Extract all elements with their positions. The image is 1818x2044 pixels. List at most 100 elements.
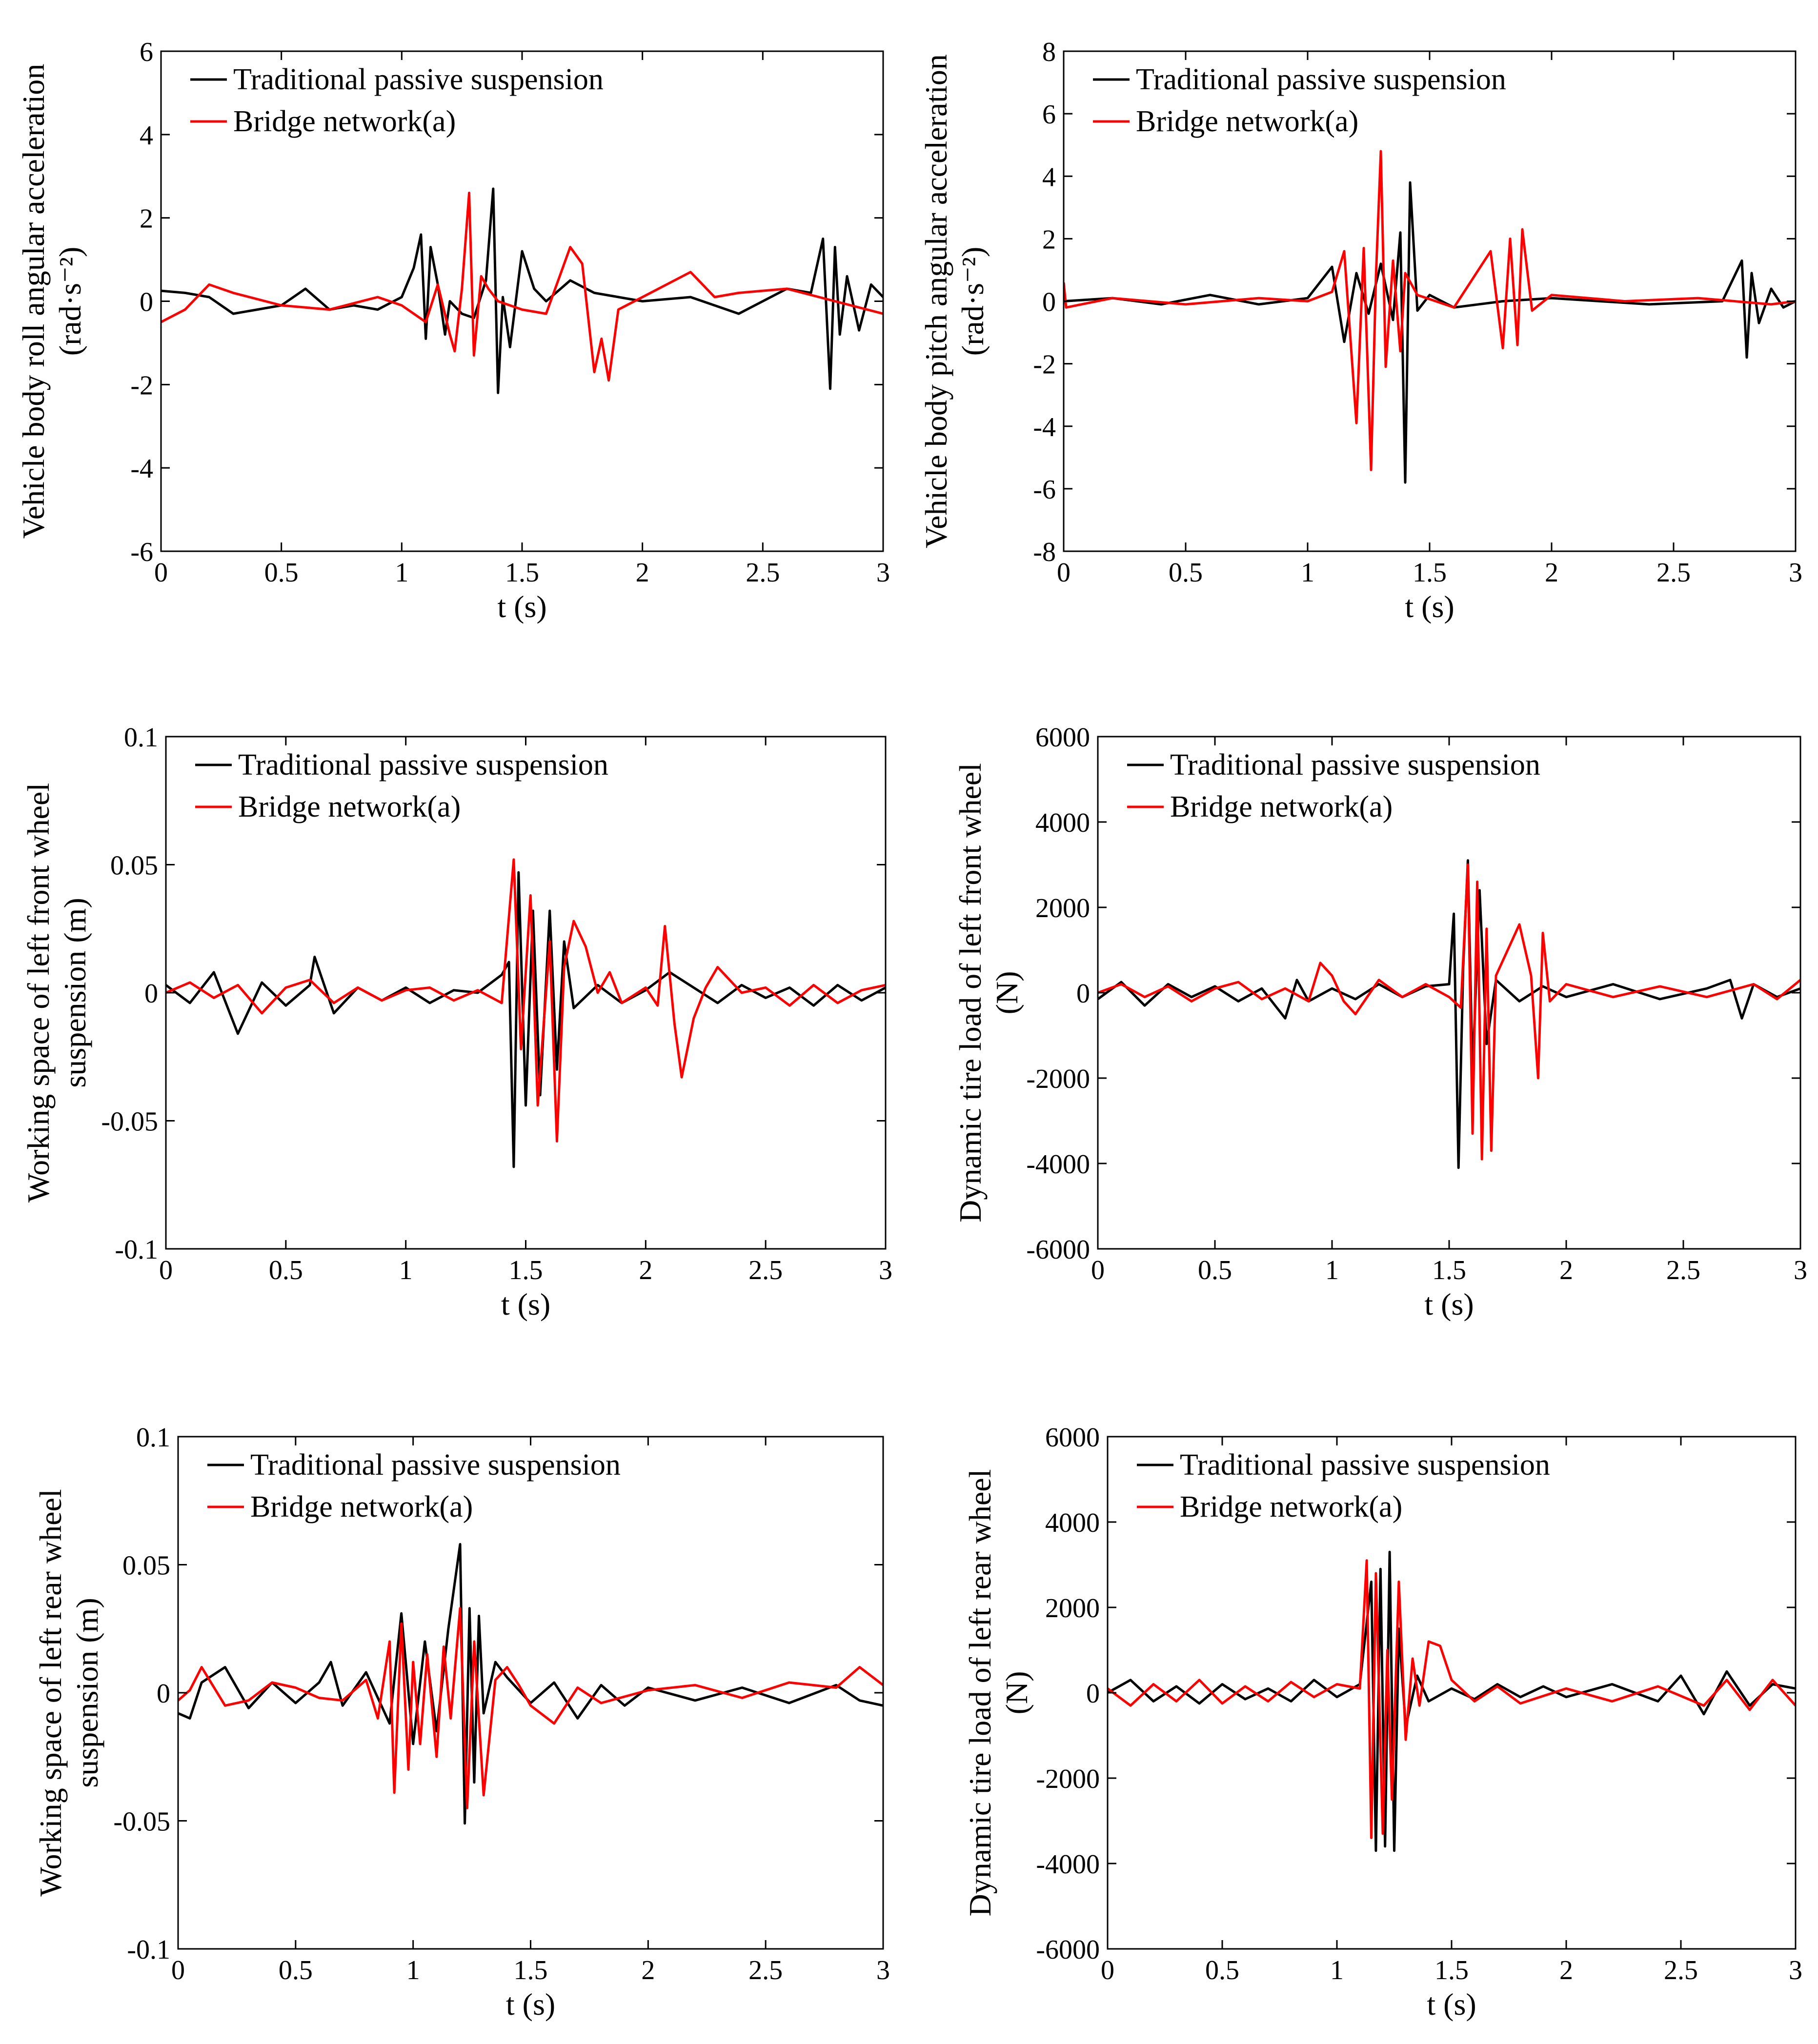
x-tick-label: 2: [636, 558, 649, 588]
y-tick-label: 0: [157, 1679, 170, 1709]
legend-label-traditional-passive: Traditional passive suspension: [250, 1448, 621, 1482]
legend-label-traditional-passive: Traditional passive suspension: [1136, 63, 1506, 96]
y-tick-label: -2: [1033, 350, 1056, 380]
y-tick-label: 0: [1042, 287, 1056, 318]
series-line-traditional-passive: [1064, 181, 1796, 484]
y-axis-label: suspension (m): [58, 898, 92, 1087]
x-tick-label: 2.5: [1656, 558, 1691, 588]
y-tick-label: 0: [1076, 979, 1090, 1009]
series-line-bridge-network: [1108, 1559, 1796, 1839]
y-tick-label: -4000: [1026, 1149, 1090, 1180]
x-tick-label: 1.5: [1432, 1255, 1466, 1285]
y-axis-label: (N): [999, 1671, 1034, 1715]
x-tick-label: 0: [154, 558, 168, 588]
y-axis-label: (rad·s⁻²): [955, 247, 990, 356]
x-tick-label: 2: [1559, 1255, 1573, 1285]
legend-label-traditional-passive: Traditional passive suspension: [1170, 748, 1540, 782]
y-axis-label: Working space of left rear wheel: [33, 1489, 68, 1896]
y-axis-label: Working space of left front wheel: [21, 783, 56, 1202]
x-tick-label: 3: [1794, 1255, 1807, 1285]
legend-label-traditional-passive: Traditional passive suspension: [1180, 1448, 1550, 1482]
legend-label-bridge-network: Bridge network(a): [233, 105, 456, 138]
y-tick-label: 6: [140, 37, 153, 67]
x-tick-label: 2: [1559, 1955, 1573, 1985]
x-tick-label: 0: [171, 1955, 185, 1985]
y-tick-label: 0.05: [122, 1551, 170, 1581]
x-axis-label: t (s): [1427, 1987, 1476, 2022]
x-tick-label: 3: [1789, 1955, 1802, 1985]
chart-panel: 0 0.5 1 1.5 2 2.5 3 -6000 -4000 -2000 0 2000 4000 600…: [953, 722, 1807, 1322]
y-tick-label: -6: [1033, 475, 1056, 505]
y-tick-label: -8: [1033, 537, 1056, 567]
chart-panel: 0 0.5 1 1.5 2 2.5 3 -6000 -4000 -2000 0 2000 4000 600…: [963, 1423, 1802, 2022]
chart-panel: 0 0.5 1 1.5 2 2.5 3 -0.1 -0.05 0 0.05 0.1 t (s) Worki…: [33, 1423, 890, 2022]
y-tick-label: -2000: [1026, 1064, 1090, 1094]
x-tick-label: 1: [399, 1255, 413, 1285]
y-tick-label: -4000: [1036, 1849, 1100, 1880]
x-axis-label: t (s): [497, 589, 546, 624]
x-tick-label: 1: [1325, 1255, 1339, 1285]
y-tick-label: -0.1: [115, 1235, 158, 1265]
x-tick-label: 0: [1101, 1955, 1114, 1985]
x-tick-label: 2: [641, 1955, 655, 1985]
x-tick-label: 1.5: [1413, 558, 1447, 588]
y-axis-label: Vehicle body pitch angular acceleration: [919, 54, 953, 548]
x-axis-label: t (s): [501, 1287, 550, 1322]
x-axis-label: t (s): [1424, 1287, 1474, 1322]
y-tick-label: -0.05: [113, 1807, 170, 1837]
x-tick-label: 0.5: [279, 1955, 313, 1985]
x-tick-label: 2: [1545, 558, 1558, 588]
y-tick-label: -4: [130, 454, 153, 484]
y-axis-label: Dynamic tire load of left rear wheel: [963, 1469, 997, 1917]
series-line-traditional-passive: [178, 1543, 883, 1825]
series-line-bridge-network: [166, 858, 886, 1142]
y-axis-label: Vehicle body roll angular acceleration: [16, 64, 51, 539]
x-tick-label: 1.5: [509, 1255, 543, 1285]
x-tick-label: 0.5: [1205, 1955, 1239, 1985]
x-tick-label: 0.5: [269, 1255, 303, 1285]
y-tick-label: -2000: [1036, 1764, 1100, 1794]
y-tick-label: 0: [140, 287, 153, 318]
y-axis-label: (N): [990, 971, 1024, 1015]
y-tick-label: 2: [140, 204, 153, 234]
chart-panel: 0 0.5 1 1.5 2 2.5 3 -6 -4 -2 0 2 4 6 t (s) Vehicle body…: [16, 37, 890, 624]
y-tick-label: -6: [130, 537, 153, 567]
y-tick-label: -0.1: [127, 1935, 170, 1965]
legend-label-traditional-passive: Traditional passive suspension: [233, 63, 604, 96]
y-tick-label: -0.05: [101, 1107, 158, 1137]
x-tick-label: 2.5: [748, 1255, 783, 1285]
x-tick-label: 2: [639, 1255, 652, 1285]
legend-label-bridge-network: Bridge network(a): [250, 1490, 473, 1523]
y-axis-label: suspension (m): [70, 1598, 104, 1787]
chart-panel: 0 0.5 1 1.5 2 2.5 3 -0.1 -0.05 0 0.05 0.1 t (s) Worki…: [21, 722, 892, 1322]
y-axis-label: (rad·s⁻²): [53, 247, 87, 356]
y-tick-label: 6000: [1035, 722, 1090, 753]
x-tick-label: 1.5: [505, 558, 539, 588]
x-tick-label: 1: [1301, 558, 1314, 588]
x-tick-label: 0.5: [1169, 558, 1203, 588]
x-tick-label: 3: [1789, 558, 1802, 588]
y-tick-label: -2: [130, 370, 153, 401]
legend-label-bridge-network: Bridge network(a): [1136, 105, 1358, 138]
y-tick-label: 0.1: [124, 722, 158, 753]
x-tick-label: 0.5: [1198, 1255, 1232, 1285]
y-tick-label: -6000: [1026, 1235, 1090, 1265]
legend-label-bridge-network: Bridge network(a): [238, 790, 461, 823]
x-tick-label: 0: [159, 1255, 173, 1285]
y-tick-label: 4000: [1035, 808, 1090, 838]
y-tick-label: 6: [1042, 100, 1056, 130]
y-tick-label: -4: [1033, 412, 1056, 442]
series-line-bridge-network: [161, 191, 883, 382]
x-tick-label: 3: [876, 558, 890, 588]
y-tick-label: 2000: [1045, 1593, 1100, 1623]
x-tick-label: 0: [1057, 558, 1071, 588]
x-tick-label: 1: [1330, 1955, 1344, 1985]
x-axis-label: t (s): [506, 1987, 555, 2022]
series-line-traditional-passive: [1098, 859, 1800, 1169]
y-tick-label: 0: [144, 979, 158, 1009]
x-axis-label: t (s): [1405, 589, 1454, 624]
legend-label-bridge-network: Bridge network(a): [1180, 1490, 1402, 1523]
x-tick-label: 1: [406, 1955, 420, 1985]
x-tick-label: 2.5: [746, 558, 780, 588]
series-line-bridge-network: [178, 1607, 883, 1809]
